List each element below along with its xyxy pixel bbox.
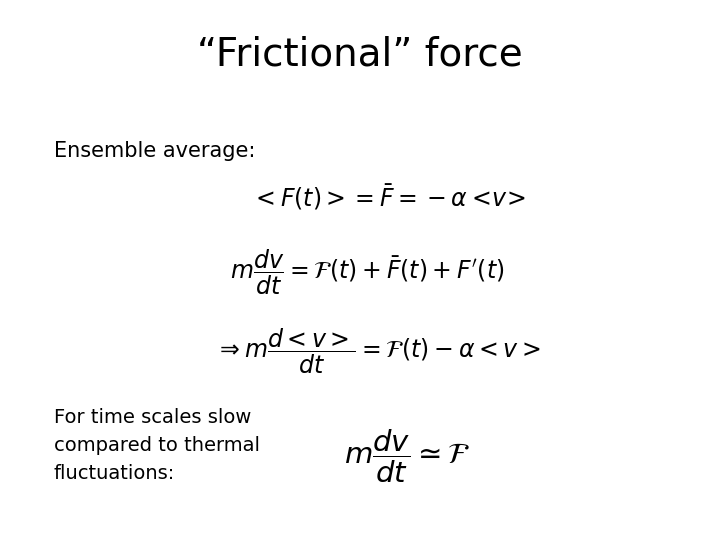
Text: $\Rightarrow m\dfrac{d<v>}{dt} = \mathcal{F}(t)-\alpha<v>$: $\Rightarrow m\dfrac{d<v>}{dt} = \mathca… <box>215 326 541 376</box>
Text: $m\dfrac{dv}{dt} \simeq \mathcal{F}$: $m\dfrac{dv}{dt} \simeq \mathcal{F}$ <box>343 428 470 485</box>
Text: For time scales slow
compared to thermal
fluctuations:: For time scales slow compared to thermal… <box>54 408 260 483</box>
Text: $m\dfrac{dv}{dt} = \mathcal{F}(t)+\bar{F}(t)+F^{\prime}(t)$: $m\dfrac{dv}{dt} = \mathcal{F}(t)+\bar{F… <box>230 248 505 298</box>
Text: $<F(t)> = \bar{F} = -\alpha <\!\mathit{v}\!>$: $<F(t)> = \bar{F} = -\alpha <\!\mathit{v… <box>251 182 526 212</box>
Text: Ensemble average:: Ensemble average: <box>54 141 256 161</box>
Text: “Frictional” force: “Frictional” force <box>197 35 523 73</box>
